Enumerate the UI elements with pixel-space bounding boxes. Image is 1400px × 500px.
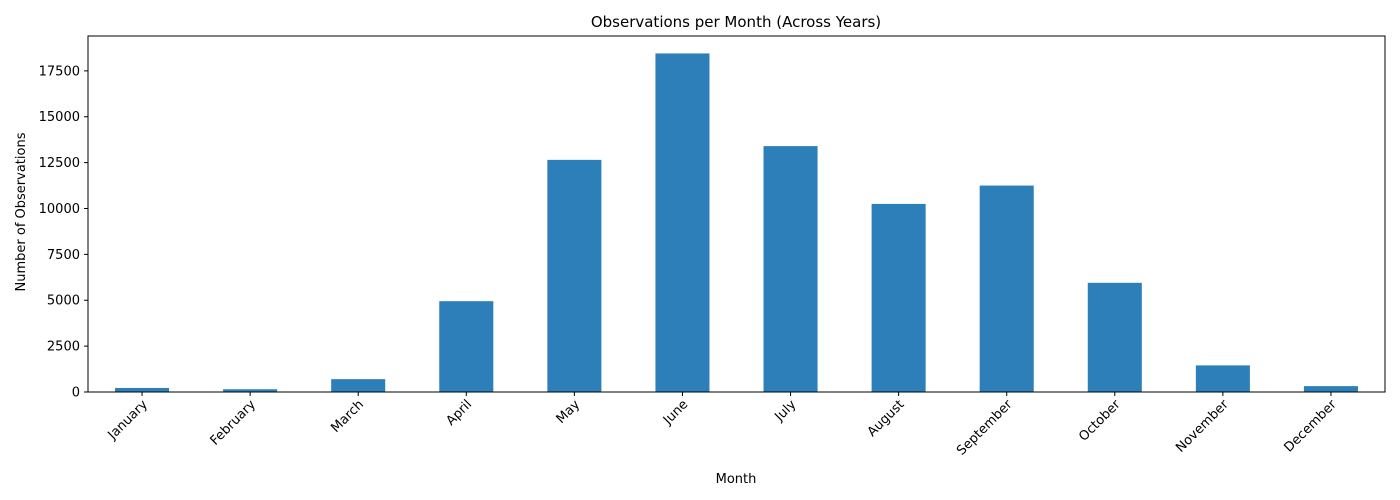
- bar-march: [331, 379, 386, 392]
- bar-june: [655, 53, 710, 393]
- bar-september: [979, 185, 1034, 392]
- chart-title: Observations per Month (Across Years): [591, 13, 881, 31]
- x-tick-label: July: [772, 397, 800, 425]
- x-axis: January February March April May June July Augu…: [105, 392, 1341, 459]
- x-tick-label: June: [660, 397, 691, 428]
- y-tick-label: 7500: [47, 248, 80, 263]
- y-axis: 0 2500 5000 7500 10000 12500 15000 17500: [39, 64, 88, 401]
- bar-october: [1087, 282, 1142, 392]
- x-tick-label: May: [554, 397, 584, 427]
- plot-frame: [87, 35, 1386, 393]
- x-tick-label: April: [443, 397, 475, 429]
- y-tick-label: 0: [72, 386, 80, 401]
- x-tick-label: February: [208, 397, 260, 449]
- x-tick-label: January: [105, 397, 151, 443]
- y-tick-label: 5000: [47, 294, 80, 309]
- y-tick-label: 17500: [39, 64, 80, 79]
- y-tick-label: 10000: [39, 202, 80, 217]
- x-tick-label: December: [1282, 397, 1341, 456]
- bar-february: [223, 389, 278, 392]
- bars-group: [115, 53, 1358, 393]
- y-tick-label: 12500: [39, 156, 80, 171]
- bar-july: [763, 146, 818, 392]
- bar-november: [1195, 365, 1250, 392]
- x-tick-label: October: [1076, 397, 1124, 445]
- y-axis-title: Number of Observations: [14, 132, 29, 291]
- bar-august: [871, 203, 926, 392]
- x-axis-title: Month: [716, 472, 757, 487]
- y-tick-label: 2500: [47, 340, 80, 355]
- bar-january: [115, 387, 170, 392]
- bar-december: [1303, 386, 1358, 392]
- x-tick-label: September: [954, 397, 1016, 459]
- bar-april: [439, 301, 494, 392]
- y-tick-label: 15000: [39, 110, 80, 125]
- x-tick-label: August: [865, 397, 908, 440]
- bar-may: [547, 159, 602, 392]
- x-tick-label: March: [328, 397, 367, 436]
- x-tick-label: November: [1173, 397, 1232, 456]
